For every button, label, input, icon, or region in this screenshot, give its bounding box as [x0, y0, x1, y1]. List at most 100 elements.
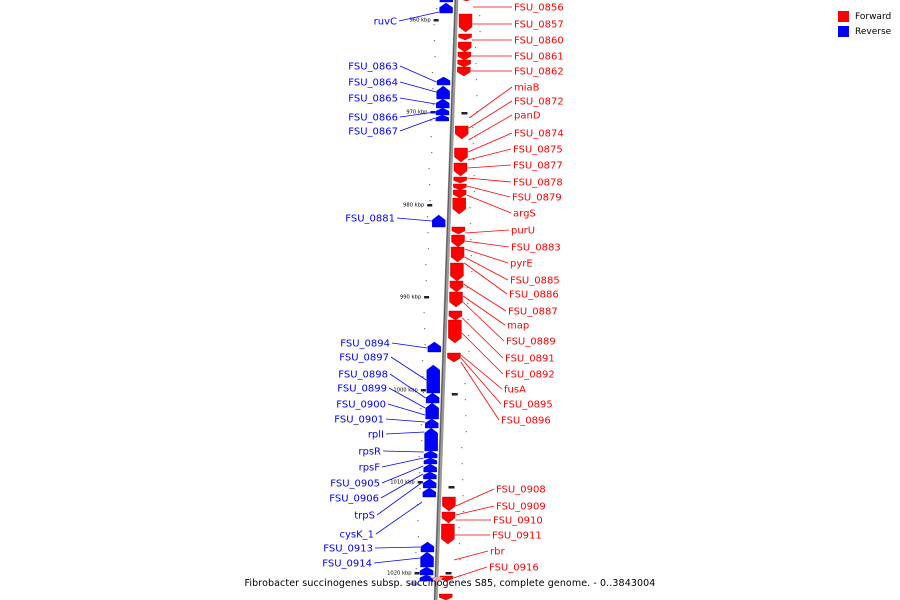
forward-gene-arrow [458, 33, 472, 41]
axis-dot [425, 264, 427, 266]
reverse-label-leader [381, 465, 424, 484]
reverse-gene-label: FSU_0899 [337, 384, 387, 395]
forward-gene-label: FSU_0887 [508, 307, 558, 318]
reverse-label-leader [376, 481, 423, 516]
legend-label-forward: Forward [855, 11, 892, 22]
reverse-label-leader [374, 546, 421, 549]
reverse-gene-arrow [423, 457, 438, 465]
axis-dot [465, 431, 467, 433]
genome-axis-core [434, 0, 456, 600]
forward-gene-label: FSU_0910 [493, 516, 543, 527]
forward-label-leader [460, 361, 500, 421]
forward-gene-arrow [449, 280, 464, 293]
tick-label: 1000 kbp [393, 388, 418, 394]
axis-dot [471, 271, 473, 273]
reverse-label-leader [396, 217, 432, 222]
axis-dot [475, 63, 477, 65]
tick-mark [420, 389, 426, 392]
reverse-gene-label: trpS [354, 511, 375, 522]
axis-dot [419, 488, 421, 490]
axis-dot [436, 8, 438, 10]
forward-gene-label: rbr [490, 547, 505, 558]
axis-dot [433, 40, 436, 42]
reverse-gene-arrow [436, 98, 450, 109]
reverse-gene-label: rpsR [358, 447, 381, 458]
forward-gene-arrow [451, 234, 465, 248]
axis-dot [470, 239, 472, 241]
axis-dot [424, 344, 426, 346]
forward-label-leader [453, 550, 489, 561]
reverse-gene-label: ruvC [374, 17, 397, 28]
forward-gene-arrow [454, 147, 468, 163]
reverse-gene-arrow [408, 580, 421, 585]
forward-label-leader [464, 256, 509, 281]
axis-dot [428, 184, 431, 186]
axis-dot [418, 456, 420, 458]
forward-gene-label: FSU_0892 [505, 370, 555, 381]
axis-dot [462, 479, 464, 481]
forward-gene-label: FSU_0877 [513, 161, 563, 172]
forward-dash [445, 572, 452, 575]
reverse-gene-arrow [439, 2, 453, 14]
forward-gene-arrow [455, 125, 469, 140]
axis-dot [468, 335, 470, 337]
reverse-gene-arrow [423, 450, 438, 459]
axis-dot [472, 127, 474, 129]
reverse-gene-arrow [424, 427, 438, 452]
forward-gene-label: FSU_0861 [514, 52, 564, 63]
reverse-swatch [838, 26, 849, 37]
reverse-gene-arrow [422, 478, 437, 489]
genome-caption: Fibrobacter succinogenes subsp. succinog… [244, 578, 656, 589]
reverse-gene-arrow [435, 107, 450, 116]
axis-dot [475, 79, 478, 81]
forward-gene-label: panD [514, 111, 541, 122]
reverse-label-leader [375, 501, 423, 535]
forward-label-leader [461, 332, 504, 375]
axis-dot [417, 536, 420, 538]
axis-dot [430, 136, 432, 138]
reverse-gene-arrow [420, 551, 434, 568]
forward-label-leader [464, 240, 510, 248]
forward-gene-arrow [430, 577, 444, 582]
reverse-label-leader [382, 450, 424, 453]
forward-gene-label: FSU_0911 [492, 531, 542, 542]
reverse-label-leader [373, 557, 421, 564]
forward-gene-label: FSU_0862 [514, 67, 564, 78]
tick-label: 970 kbp [406, 110, 428, 116]
forward-label-leader [468, 114, 513, 141]
reverse-label-leader [387, 403, 426, 416]
axis-dot [476, 95, 478, 97]
reverse-label-leader [399, 65, 437, 83]
axis-dot [458, 543, 461, 545]
axis-dot [428, 168, 430, 170]
tick-mark [433, 19, 439, 22]
forward-gene-arrow [448, 319, 462, 344]
reverse-label-leader [380, 473, 424, 499]
forward-label-leader [464, 262, 508, 295]
reverse-label-leader [385, 418, 425, 423]
axis-dot [465, 415, 467, 417]
reverse-label-leader [381, 457, 424, 468]
axis-dot [416, 504, 419, 506]
reverse-gene-label: FSU_0901 [334, 415, 384, 426]
forward-gene-label: map [507, 321, 529, 332]
forward-gene-arrow [452, 197, 466, 215]
reverse-gene-arrow [419, 566, 434, 576]
forward-label-leader [453, 566, 488, 579]
axis-dot [422, 392, 425, 394]
axis-dot [425, 280, 427, 282]
forward-gene-arrow [442, 496, 456, 512]
forward-gene-label: fusA [504, 385, 526, 396]
axis-dot [417, 520, 419, 522]
reverse-gene-arrow [420, 541, 435, 553]
tick-label: 980 kbp [403, 203, 425, 209]
forward-gene-label: FSU_0896 [501, 416, 551, 427]
reverse-label-leader [399, 81, 437, 93]
forward-dash [451, 393, 458, 396]
reverse-label-leader [398, 11, 440, 22]
axis-dot [469, 207, 471, 209]
axis-dot [423, 312, 425, 314]
forward-label-leader [463, 283, 507, 312]
reverse-label-leader [389, 373, 426, 399]
